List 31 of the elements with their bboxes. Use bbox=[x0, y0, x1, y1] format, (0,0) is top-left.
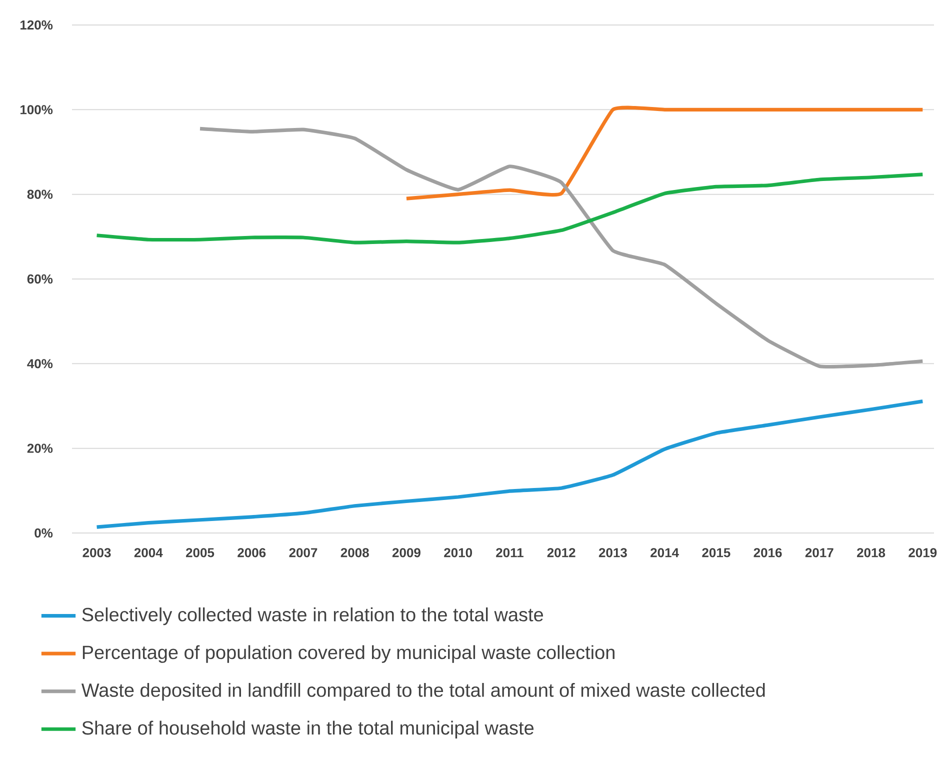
x-tick-label: 2012 bbox=[547, 548, 576, 558]
legend-label: Share of household waste in the total municipal waste bbox=[82, 720, 534, 738]
x-tick-label: 2018 bbox=[857, 548, 886, 558]
y-tick-label: 80% bbox=[27, 190, 53, 199]
y-tick-label: 100% bbox=[20, 105, 53, 114]
x-tick-label: 2005 bbox=[186, 548, 214, 558]
x-tick-label: 2011 bbox=[496, 548, 524, 558]
x-tick-label: 2007 bbox=[289, 548, 318, 558]
x-tick-label: 2003 bbox=[82, 548, 111, 558]
x-tick-label: 2019 bbox=[908, 548, 937, 558]
x-tick-label: 2017 bbox=[805, 548, 834, 558]
line-series bbox=[94, 400, 924, 529]
x-tick-label: 2010 bbox=[444, 548, 472, 558]
line-series bbox=[198, 126, 924, 368]
x-tick-label: 2004 bbox=[134, 548, 163, 558]
x-tick-label: 2009 bbox=[392, 548, 420, 558]
legend-label: Waste deposited in landfill compared to the total amount of mixed waste collected bbox=[81, 682, 765, 701]
x-tick-label: 2015 bbox=[702, 548, 730, 558]
y-tick-label: 20% bbox=[27, 444, 53, 453]
x-tick-label: 2014 bbox=[650, 548, 679, 558]
y-tick-label: 60% bbox=[27, 274, 53, 284]
y-tick-label: 0% bbox=[34, 528, 53, 538]
legend-label: Selectively collected waste in relation to the total waste bbox=[82, 607, 544, 626]
x-tick-label: 2013 bbox=[598, 548, 627, 558]
legend-label: Percentage of population covered by municipal waste collection bbox=[82, 645, 614, 663]
y-tick-label: 120% bbox=[20, 20, 53, 30]
line-series bbox=[94, 172, 924, 244]
x-tick-label: 2006 bbox=[238, 548, 266, 558]
y-tick-label: 40% bbox=[27, 359, 53, 368]
x-tick-label: 2008 bbox=[340, 548, 369, 558]
x-tick-label: 2016 bbox=[754, 548, 782, 558]
